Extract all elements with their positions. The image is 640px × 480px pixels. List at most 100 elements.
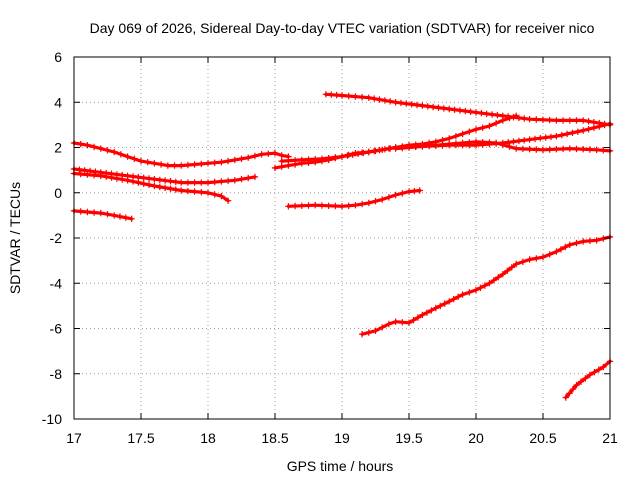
data-point <box>238 176 245 183</box>
data-point <box>360 149 367 157</box>
data-point <box>387 98 394 105</box>
data-point <box>591 369 598 376</box>
data-point <box>116 213 124 220</box>
data-point <box>459 130 466 138</box>
data-point <box>345 202 352 209</box>
data-point <box>446 140 453 148</box>
y-tick-label: -8 <box>50 366 63 382</box>
data-point <box>381 146 389 153</box>
data-point <box>365 148 372 156</box>
data-point <box>372 327 379 334</box>
data-point <box>167 185 174 192</box>
data-point <box>124 177 131 184</box>
data-point <box>510 138 517 145</box>
data-point <box>505 139 512 146</box>
data-point <box>365 94 372 101</box>
data-point <box>519 145 527 153</box>
series-sat-b <box>70 165 259 186</box>
data-point <box>472 109 480 116</box>
data-point <box>585 126 592 133</box>
data-point <box>403 100 410 107</box>
data-point <box>145 175 153 182</box>
data-point <box>425 142 433 149</box>
x-tick-label: 19 <box>334 430 350 446</box>
data-point <box>466 139 473 146</box>
data-point <box>211 159 218 166</box>
data-point <box>184 179 192 186</box>
data-point <box>90 172 98 179</box>
data-point <box>429 103 437 111</box>
data-point <box>224 177 232 185</box>
data-point <box>77 140 84 148</box>
data-point <box>156 183 163 191</box>
data-point <box>291 157 299 164</box>
data-point <box>349 151 356 158</box>
series-line <box>72 141 290 168</box>
data-point <box>467 108 474 115</box>
data-point <box>345 92 352 100</box>
data-point <box>486 139 493 146</box>
data-point <box>435 104 442 111</box>
data-point <box>593 146 600 153</box>
data-point <box>526 256 533 263</box>
chart-title: Day 069 of 2026, Sidereal Day-to-day VTE… <box>90 20 595 36</box>
data-point <box>405 144 413 151</box>
data-point <box>558 131 565 139</box>
grid-layer <box>74 57 610 419</box>
data-point <box>338 203 346 210</box>
data-point <box>459 139 466 147</box>
data-point <box>546 251 553 258</box>
data-point <box>171 162 178 169</box>
data-point <box>586 371 594 379</box>
data-point <box>172 178 179 186</box>
data-point <box>441 300 448 307</box>
data-point <box>172 186 179 193</box>
series-sat-i <box>285 187 423 210</box>
data-point <box>499 141 506 149</box>
data-point <box>97 145 104 152</box>
x-tick-label: 17 <box>66 430 82 446</box>
tick-layer: 17 17.5 18 18.5 19 19.5 20 20.5 21 -10 -8 -6 -4 -2 0 2 4… <box>42 49 618 446</box>
series-sat-k <box>562 358 614 401</box>
data-point <box>298 156 305 164</box>
series-sat-c <box>70 170 232 204</box>
data-point <box>452 133 460 140</box>
data-point <box>499 271 506 278</box>
data-point <box>157 161 165 168</box>
data-point <box>211 178 218 186</box>
data-point <box>338 92 346 99</box>
data-point <box>198 160 205 168</box>
data-point <box>140 174 147 181</box>
data-point <box>566 241 573 248</box>
data-point <box>161 184 169 191</box>
data-point <box>392 318 399 325</box>
data-point <box>285 157 292 164</box>
data-point <box>539 116 547 123</box>
data-point <box>539 146 547 153</box>
data-point <box>472 138 480 145</box>
data-point <box>499 112 506 119</box>
data-point <box>526 146 533 153</box>
data-point <box>600 235 607 242</box>
data-point <box>526 116 533 123</box>
data-point <box>505 113 512 120</box>
data-point <box>559 117 567 124</box>
data-point <box>76 166 83 173</box>
data-point <box>582 375 589 382</box>
y-tick-label: -2 <box>50 230 63 246</box>
data-point <box>519 258 527 265</box>
data-point <box>580 127 587 134</box>
data-point <box>446 135 453 142</box>
series-sat-f <box>278 120 614 165</box>
data-point <box>271 164 279 172</box>
y-tick-label: -10 <box>42 411 62 427</box>
data-point <box>569 386 577 393</box>
data-point <box>371 95 378 102</box>
data-point <box>305 202 312 209</box>
data-point <box>135 173 142 181</box>
data-point <box>298 202 305 209</box>
series-line <box>280 122 612 163</box>
data-point <box>451 106 458 113</box>
data-point <box>97 172 104 179</box>
